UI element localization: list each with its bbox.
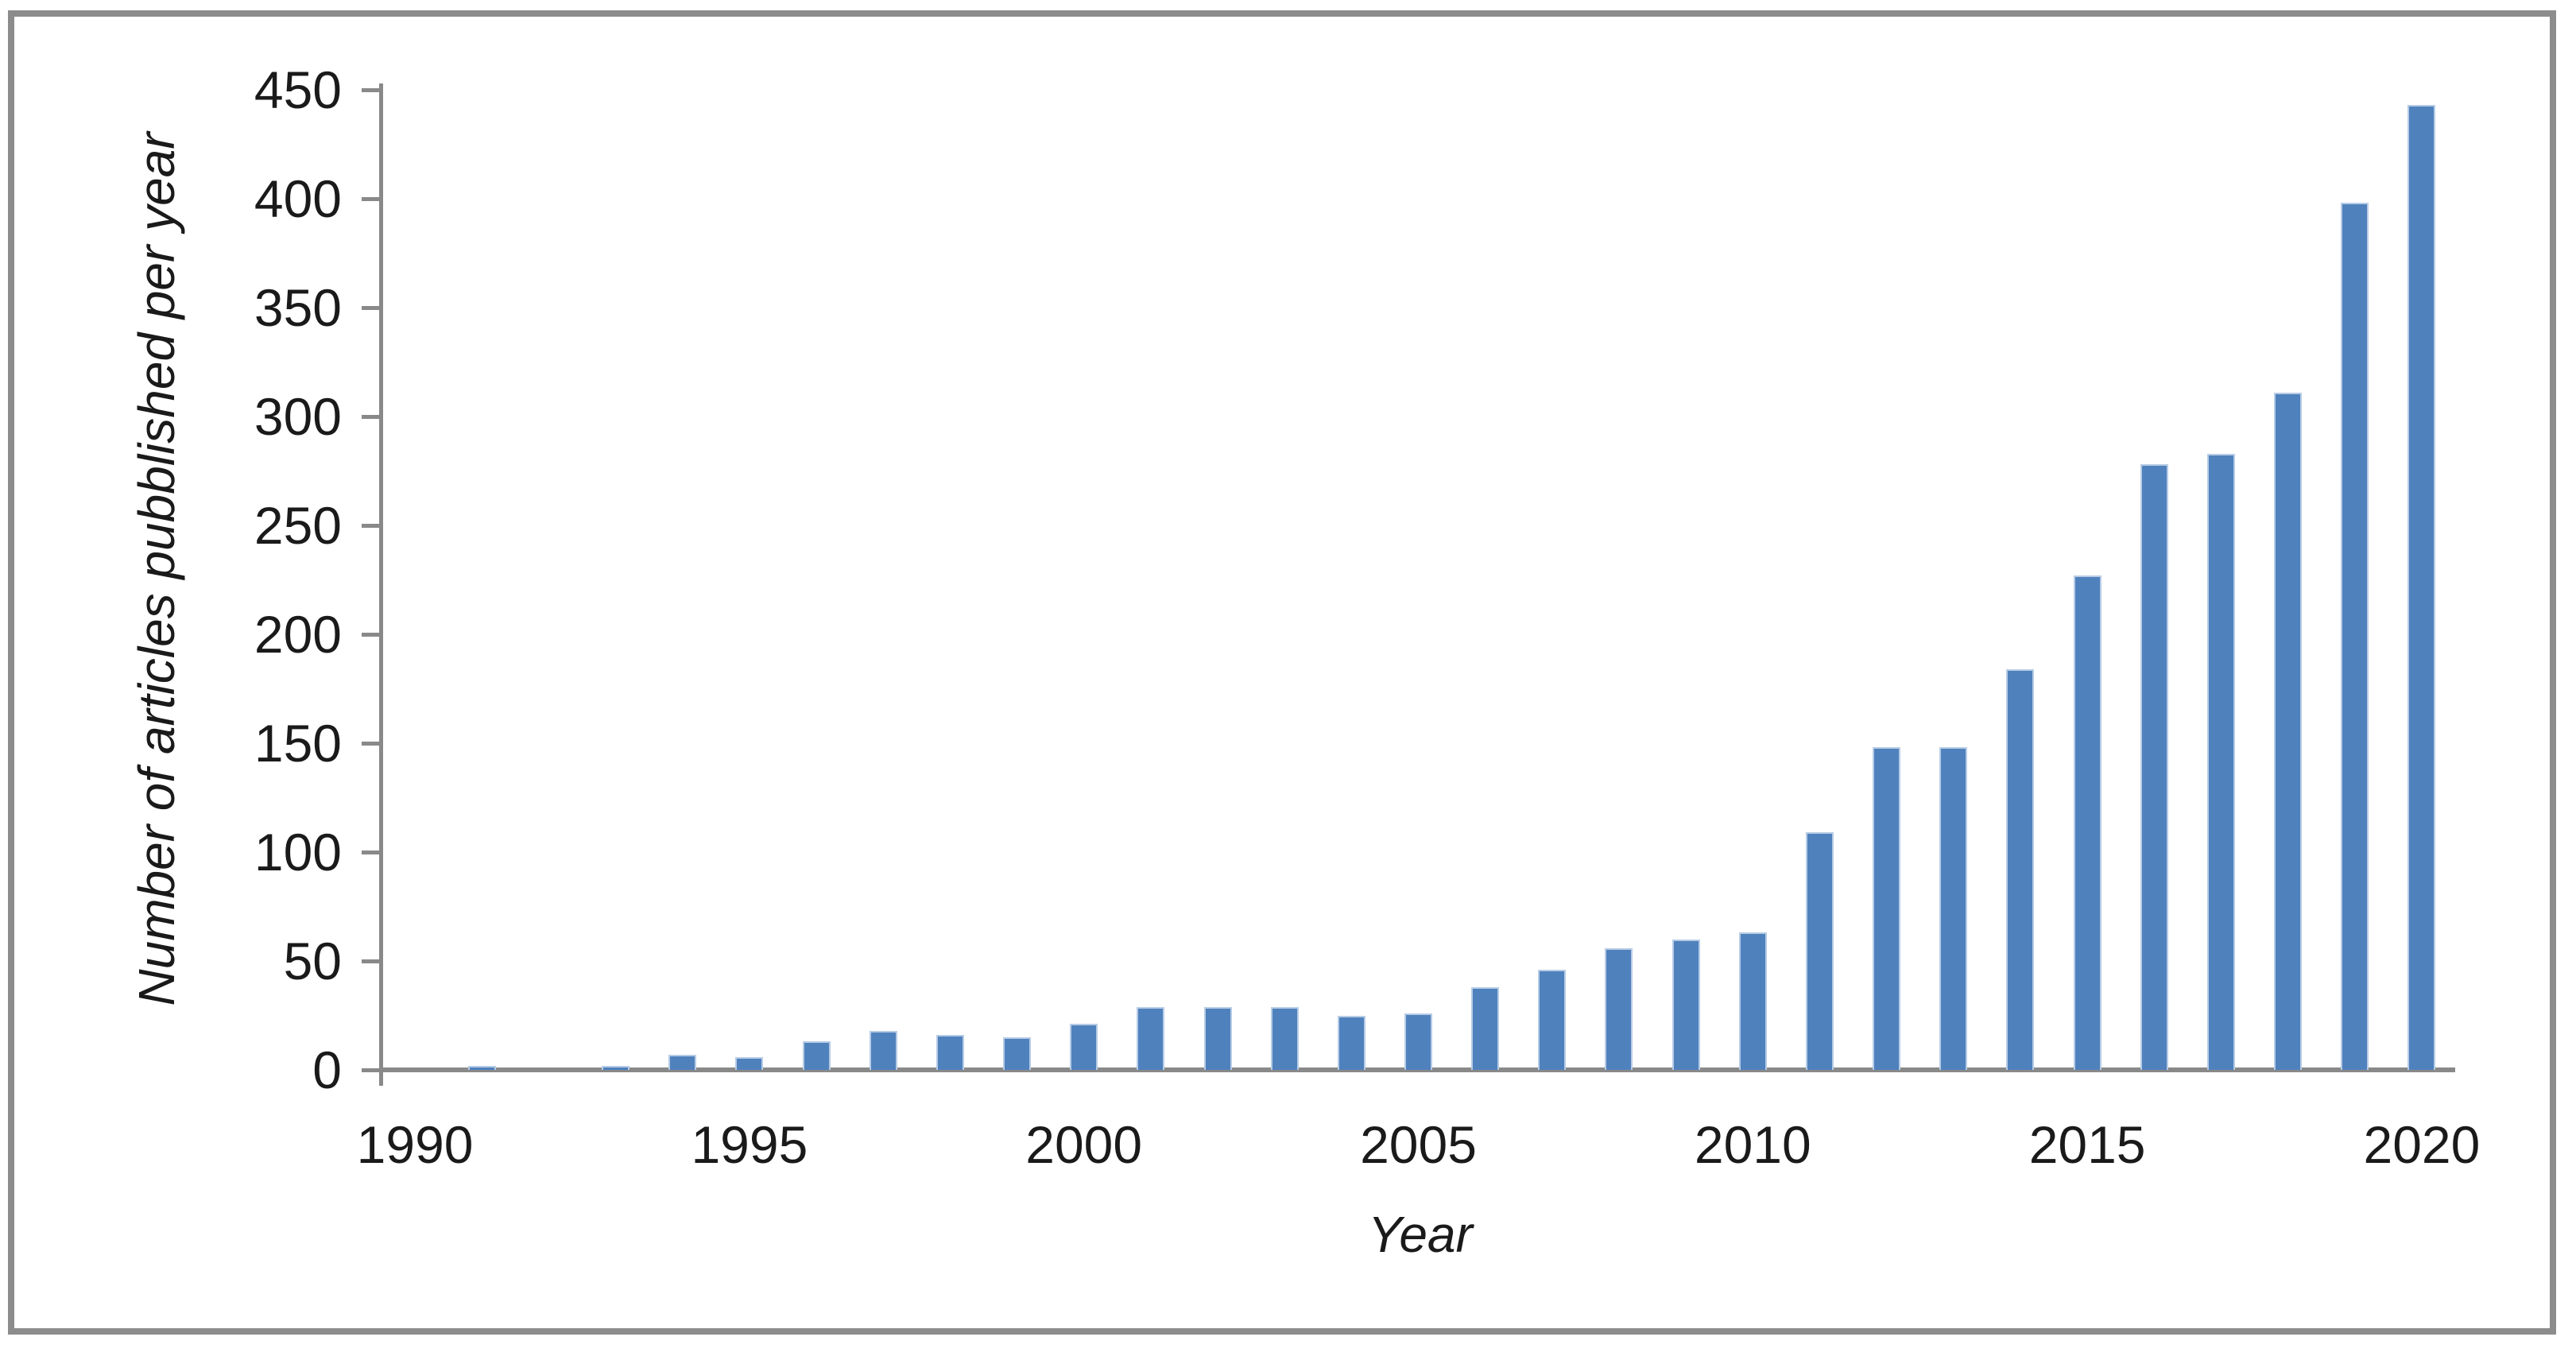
bar-2002 [1203, 1006, 1232, 1070]
bar-2017 [2206, 453, 2235, 1070]
y-axis-line [379, 83, 383, 1086]
bar-2003 [1270, 1006, 1299, 1070]
x-tick-label-2020: 2020 [2363, 1115, 2481, 1174]
bar-2019 [2341, 203, 2369, 1070]
y-tick-label-200: 200 [254, 605, 342, 664]
x-tick-label-2010: 2010 [1694, 1115, 1811, 1174]
x-tick-label-1995: 1995 [691, 1115, 808, 1174]
y-tick-mark-50 [362, 959, 382, 963]
bar-1994 [668, 1054, 697, 1070]
bar-1991 [467, 1065, 496, 1070]
y-tick-label-400: 400 [254, 169, 342, 228]
bar-1995 [735, 1056, 764, 1070]
chart-plot-area [382, 90, 2455, 1070]
bar-2004 [1337, 1015, 1365, 1070]
x-tick-label-2005: 2005 [1360, 1115, 1477, 1174]
y-tick-mark-300 [362, 414, 382, 419]
bar-2010 [1738, 932, 1767, 1070]
bar-2008 [1605, 947, 1633, 1070]
bar-2005 [1404, 1013, 1432, 1070]
y-tick-label-100: 100 [254, 823, 342, 881]
bar-2015 [2073, 575, 2101, 1070]
figure-frame [8, 10, 2556, 1335]
y-tick-label-300: 300 [254, 387, 342, 446]
y-tick-mark-200 [362, 632, 382, 637]
bar-2012 [1873, 747, 1901, 1070]
bar-2018 [2274, 392, 2303, 1070]
y-tick-label-0: 0 [312, 1040, 342, 1099]
bar-2009 [1671, 939, 1700, 1070]
y-tick-mark-350 [362, 305, 382, 310]
y-tick-mark-0 [362, 1067, 382, 1072]
y-tick-mark-100 [362, 850, 382, 854]
bar-2013 [1939, 747, 1968, 1070]
bar-1996 [802, 1041, 831, 1070]
x-axis-line [379, 1067, 2455, 1072]
y-tick-mark-450 [362, 87, 382, 92]
x-tick-label-1990: 1990 [356, 1115, 474, 1174]
bar-1993 [602, 1065, 630, 1070]
bar-2000 [1070, 1024, 1098, 1070]
y-tick-label-150: 150 [254, 714, 342, 773]
bar-2001 [1137, 1006, 1165, 1070]
x-axis-title: Year [1368, 1206, 1473, 1263]
bar-2014 [2006, 668, 2035, 1070]
bar-2016 [2140, 464, 2168, 1070]
bar-2006 [1471, 986, 1500, 1070]
y-tick-label-250: 250 [254, 496, 342, 555]
y-tick-mark-400 [362, 196, 382, 201]
bar-1997 [869, 1030, 897, 1070]
bar-2007 [1538, 969, 1567, 1070]
x-tick-label-2015: 2015 [2028, 1115, 2146, 1174]
bar-2011 [1805, 832, 1834, 1070]
bar-1998 [935, 1035, 964, 1070]
bar-2020 [2407, 105, 2436, 1070]
y-tick-label-50: 50 [283, 932, 342, 990]
x-tick-label-2000: 2000 [1025, 1115, 1143, 1174]
y-tick-mark-150 [362, 741, 382, 746]
bar-1999 [1003, 1036, 1032, 1070]
y-tick-label-350: 350 [254, 278, 342, 337]
y-tick-mark-250 [362, 523, 382, 528]
y-tick-label-450: 450 [254, 60, 342, 119]
